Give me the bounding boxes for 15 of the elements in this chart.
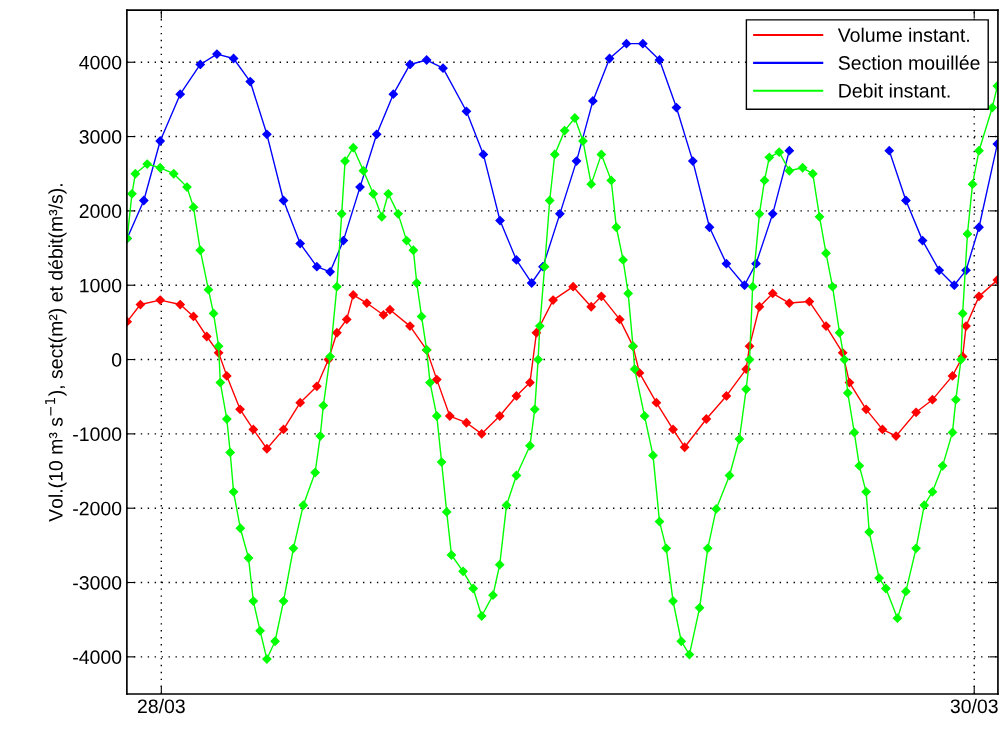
- y-tick-label: -2000: [73, 501, 122, 516]
- legend-label: Debit instant.: [839, 83, 950, 98]
- y-axis-title: Vol.(10 m³ s$^{−1}$), sect(m²) et débit(m³/s).: [45, 184, 67, 522]
- y-tick-label: 4000: [79, 55, 122, 70]
- y-tick-label: 2000: [79, 204, 122, 219]
- y-tick-label: -4000: [73, 650, 122, 665]
- y-tick-label: -3000: [73, 575, 122, 590]
- x-tick-label: 28/03: [137, 698, 185, 714]
- y-tick-label: 3000: [79, 130, 122, 144]
- y-tick-label: 1000: [80, 278, 122, 293]
- y-tick-label: -1000: [73, 427, 122, 442]
- legend-label: Volume instant.: [837, 27, 969, 42]
- y-tick-label: 0: [111, 353, 122, 367]
- legend-label: Section mouillée: [838, 55, 980, 70]
- x-tick-label: 30/03: [950, 698, 998, 714]
